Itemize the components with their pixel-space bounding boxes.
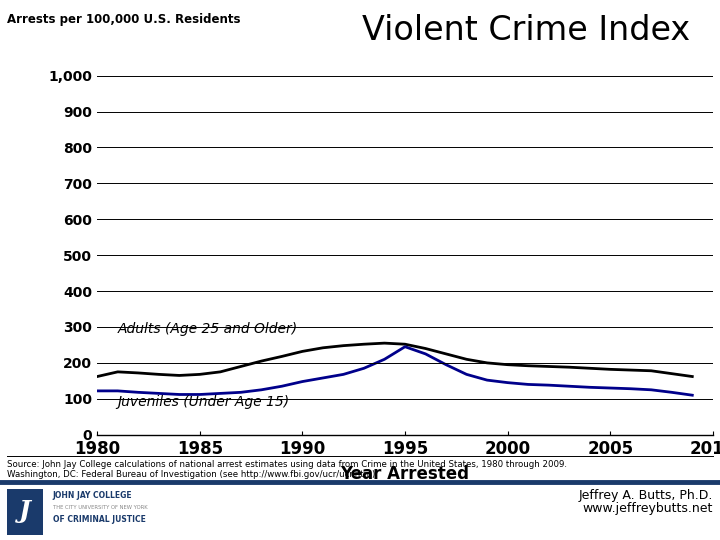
Text: Source: John Jay College calculations of national arrest estimates using data fr: Source: John Jay College calculations of… (7, 460, 567, 469)
Text: Jeffrey A. Butts, Ph.D.: Jeffrey A. Butts, Ph.D. (578, 489, 713, 502)
Bar (7, 489, 43, 535)
Text: Arrests per 100,000 U.S. Residents: Arrests per 100,000 U.S. Residents (7, 14, 240, 26)
Text: OF CRIMINAL JUSTICE: OF CRIMINAL JUSTICE (53, 515, 145, 524)
Text: Adults (Age 25 and Older): Adults (Age 25 and Older) (118, 322, 298, 336)
X-axis label: Year Arrested: Year Arrested (341, 464, 469, 483)
Text: JOHN JAY COLLEGE: JOHN JAY COLLEGE (53, 491, 132, 500)
Text: J: J (19, 498, 31, 523)
Text: Washington, DC: Federal Bureau of Investigation (see http://www.fbi.gov/ucr/ucr.: Washington, DC: Federal Bureau of Invest… (7, 470, 378, 479)
Text: THE CITY UNIVERSITY OF NEW YORK: THE CITY UNIVERSITY OF NEW YORK (53, 505, 147, 510)
Text: www.jeffreybutts.net: www.jeffreybutts.net (582, 502, 713, 515)
Text: Violent Crime Index: Violent Crime Index (361, 14, 690, 46)
Text: Juveniles (Under Age 15): Juveniles (Under Age 15) (118, 395, 290, 409)
